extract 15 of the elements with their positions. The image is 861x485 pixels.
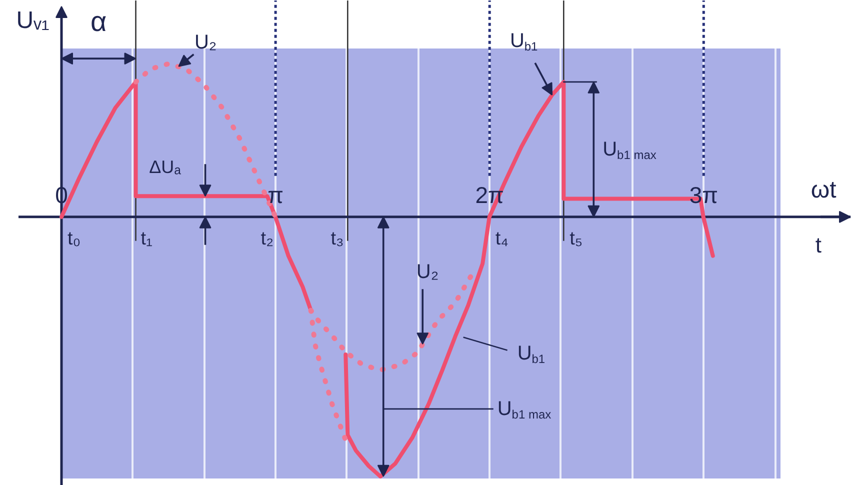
y-axis-title: Uᵥ₁ [16,7,50,34]
annotation: t₁ [140,228,152,250]
x-tick-label: 3π [689,182,718,208]
annotation: t₅ [570,228,583,250]
x-axis-title: ωt [810,176,837,204]
annotation: ΔUₐ [149,157,182,178]
annotation: t₃ [330,228,344,250]
x-tick-label: π [268,182,284,208]
annotation: t₀ [68,228,81,250]
annotation: α [90,6,107,38]
annotation: U₂ [194,31,217,54]
annotation: t₂ [260,228,274,250]
annotation: U₂ [416,261,439,284]
annotation: t [815,232,822,258]
annotation: t₄ [495,228,509,250]
